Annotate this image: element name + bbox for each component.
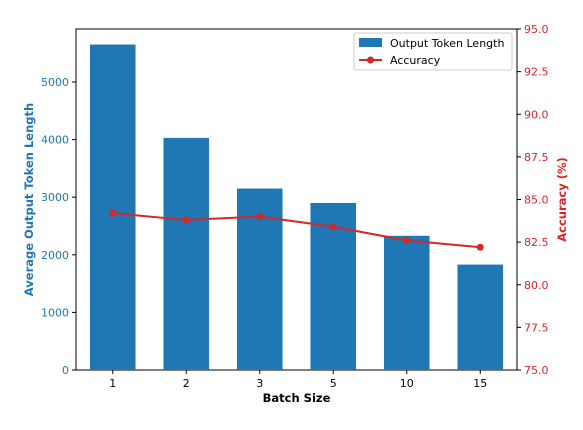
legend-bar-label: Output Token Length	[390, 37, 504, 50]
right-axis-ticks: 75.0 77.5 80.0 82.5 85.0 87.5 90.0 92.5 95.0	[517, 23, 549, 377]
bar-15	[457, 264, 504, 370]
accuracy-point-3	[256, 213, 264, 221]
plot-frame	[75, 28, 518, 371]
accuracy-point-5	[329, 223, 337, 231]
left-tick-label: 5000	[41, 76, 69, 89]
left-tick-label: 3000	[41, 191, 69, 204]
right-tick-label: 92.5	[524, 66, 549, 79]
left-tick-label: 0	[62, 364, 69, 377]
legend: Output Token Length Accuracy	[353, 32, 513, 71]
right-axis-title: Accuracy (%)	[555, 157, 569, 242]
x-tick-label: 1	[109, 377, 116, 390]
accuracy-point-2	[182, 216, 190, 224]
x-tick-label: 2	[183, 377, 190, 390]
x-tick-label: 15	[473, 377, 487, 390]
accuracy-point-10	[403, 236, 411, 244]
legend-box	[353, 32, 513, 71]
left-axis-ticks: 0 1000 2000 3000 4000 5000	[41, 76, 76, 377]
accuracy-point-1	[109, 209, 117, 217]
right-tick-label: 75.0	[524, 364, 549, 377]
bar-1	[89, 44, 136, 370]
legend-line-label: Accuracy	[390, 54, 441, 67]
right-tick-label: 85.0	[524, 194, 549, 207]
accuracy-series	[109, 209, 484, 251]
bar-10	[383, 235, 430, 370]
right-tick-label: 90.0	[524, 108, 549, 121]
left-tick-label: 1000	[41, 306, 69, 319]
right-tick-label: 95.0	[524, 23, 549, 36]
left-tick-label: 4000	[41, 134, 69, 147]
accuracy-point-15	[476, 243, 484, 251]
x-tick-label: 5	[330, 377, 337, 390]
x-axis-title: Batch Size	[263, 391, 331, 405]
left-axis-title: Average Output Token Length	[22, 103, 36, 296]
x-axis-ticks: 1 2 3 5 10 15	[109, 370, 487, 390]
legend-line-marker	[367, 56, 374, 64]
x-tick-label: 3	[256, 377, 263, 390]
bar-series	[89, 44, 504, 370]
legend-bar-swatch	[359, 38, 382, 47]
bar-5	[310, 202, 357, 370]
accuracy-line	[112, 212, 481, 249]
right-tick-label: 87.5	[524, 151, 549, 164]
right-tick-label: 80.0	[524, 279, 549, 292]
bar-2	[163, 137, 210, 370]
left-tick-label: 2000	[41, 249, 69, 262]
x-tick-label: 10	[400, 377, 414, 390]
right-tick-label: 77.5	[524, 321, 549, 334]
right-tick-label: 82.5	[524, 236, 549, 249]
